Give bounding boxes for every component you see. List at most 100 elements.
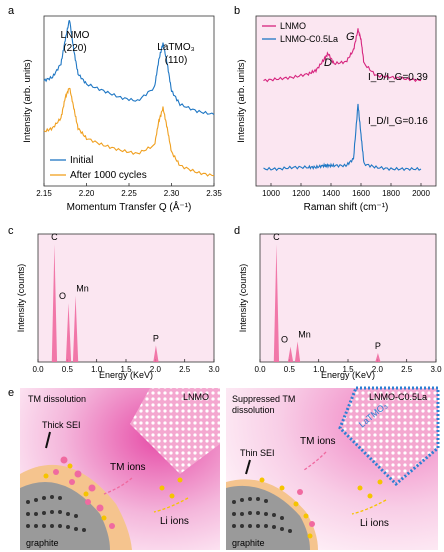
x-tick-label: 1000	[262, 189, 280, 198]
eds-peak-label-p: P	[153, 333, 159, 343]
band-g-label: G	[346, 31, 355, 43]
badge-lnmo-c05la: LNMO-C0.5La	[369, 392, 427, 402]
series-lnmo-line	[263, 28, 422, 83]
tm-ion-dots-left	[53, 456, 115, 529]
panel-e-schematic: e LNMO TM dissolution Thick SEI TM ions …	[8, 386, 440, 550]
panel-letter-c: c	[8, 225, 14, 237]
y-axis-label-b: Intensity (arb. units)	[236, 59, 247, 142]
x-tick-label: 2.5	[401, 365, 413, 374]
eds-peak-p	[375, 353, 381, 362]
arrow-thick-sei	[45, 431, 51, 449]
x-tick-label: 0.0	[254, 365, 266, 374]
label-graphite-left: graphite	[26, 538, 59, 548]
x-axis-label-d: Energy (KeV)	[321, 370, 375, 380]
plot-frame-b	[255, 15, 437, 187]
x-axis-label-c: Energy (KeV)	[99, 370, 153, 380]
label-li-ions-left: Li ions	[160, 516, 189, 527]
eds-peak-label-mn: Mn	[298, 330, 311, 340]
x-axis-label-b: Raman shift (cm⁻¹)	[304, 202, 389, 212]
x-ticks-a: 2.15 2.20 2.25 2.30 2.35	[36, 183, 222, 198]
ratio-lnmo-c05la: I_D/I_G=0.16	[368, 116, 428, 127]
label-thick-sei: Thick SEI	[42, 420, 81, 430]
legend-initial: Initial	[70, 155, 93, 166]
arrow-tm-ions-right	[303, 451, 327, 471]
peak-label-latmo-110: (110)	[165, 55, 188, 66]
x-tick-label: 2.0	[150, 365, 162, 374]
li-ion-dots-right	[259, 477, 383, 539]
x-tick-label: 1.0	[313, 365, 325, 374]
schematic-right: LNMO-C0.5La LaTMO₃ Suppressed TM dissolu…	[226, 386, 440, 550]
title-dissolution: dissolution	[232, 405, 275, 415]
panel-a-xrd-chart: a Intensity (arb. units) Momentum Transf…	[8, 5, 222, 212]
badge-lnmo: LNMO	[183, 392, 209, 402]
eds-peak-label-c: C	[51, 232, 58, 242]
eds-peak-mn	[294, 341, 301, 362]
x-tick-label: 0.5	[62, 365, 74, 374]
series-after-cycles-line	[43, 87, 215, 177]
lnmo-crystal-left	[130, 388, 220, 474]
eds-peak-label-o: O	[59, 291, 66, 301]
lnmo-c05la-crystal	[338, 386, 440, 487]
label-graphite-right: graphite	[232, 538, 265, 548]
peak-label-lnmo-220: (220)	[63, 43, 86, 54]
x-tick-label: 1.5	[120, 365, 132, 374]
x-tick-label: 0.0	[32, 365, 44, 374]
label-li-ions-right: Li ions	[360, 518, 389, 529]
x-tick-label: 3.0	[430, 365, 442, 374]
panel-letter-e: e	[8, 387, 14, 399]
eds-peak-label-mn: Mn	[76, 283, 89, 293]
panel-c-eds-chart: c Intensity (counts) Energy (KeV) 0.0 0.5…	[8, 225, 220, 380]
plot-frame-d	[259, 233, 437, 363]
tm-ion-dots-right	[297, 489, 315, 527]
eds-peaks-d: C O Mn P	[273, 232, 381, 362]
y-axis-label-d: Intensity (counts)	[238, 264, 248, 333]
arrow-tm-ions-left	[103, 477, 133, 495]
graphite-particle-right	[226, 485, 310, 550]
x-tick-label: 2000	[412, 189, 430, 198]
x-tick-label: 2.20	[79, 189, 95, 198]
panel-letter-b: b	[234, 5, 240, 17]
eds-peak-c	[273, 244, 280, 362]
x-tick-label: 1200	[292, 189, 310, 198]
panel-d-eds-chart: d Intensity (counts) Energy (KeV) 0.0 0.5…	[234, 225, 442, 380]
li-ion-dots-left	[43, 463, 183, 521]
label-thin-sei: Thin SEI	[240, 448, 275, 458]
eds-peak-label-c: C	[273, 232, 280, 242]
eds-peak-label-p: P	[375, 341, 381, 351]
title-tm-dissolution: TM dissolution	[28, 394, 86, 404]
x-tick-label: 1.5	[342, 365, 354, 374]
y-axis-label-a: Intensity (arb. units)	[22, 59, 33, 142]
arrow-thin-sei	[245, 459, 251, 475]
band-d-label: D	[324, 57, 332, 69]
peak-label-lnmo: LNMO	[61, 30, 90, 41]
x-tick-label: 2.15	[36, 189, 52, 198]
peak-label-latmo: LaTMO₃	[157, 42, 194, 53]
title-suppressed-tm: Suppressed TM	[232, 394, 295, 404]
y-axis-label-c: Intensity (counts)	[16, 264, 26, 333]
ratio-lnmo: I_D/I_G=0.39	[368, 72, 428, 83]
x-tick-label: 2.30	[164, 189, 180, 198]
eds-peak-o	[287, 346, 294, 362]
x-tick-label: 2.5	[179, 365, 191, 374]
series-lnmo-c05la-line	[263, 103, 422, 172]
graphite-dots-right	[232, 497, 292, 533]
eds-peak-o	[65, 303, 72, 362]
eds-peak-c	[51, 244, 58, 362]
panel-b-raman-chart: b Intensity (arb. units) Raman shift (cm…	[234, 5, 437, 212]
legend-after-cycles: After 1000 cycles	[70, 170, 147, 181]
x-tick-label: 2.35	[206, 189, 222, 198]
x-tick-label: 3.0	[208, 365, 220, 374]
eds-peak-mn	[72, 295, 79, 362]
series-initial-line	[43, 20, 215, 116]
eds-peak-p	[153, 345, 159, 362]
schematic-left: LNMO TM dissolution Thick SEI TM ions Li…	[20, 388, 220, 550]
x-axis-label-a: Momentum Transfer Q (Å⁻¹)	[67, 200, 192, 212]
x-tick-label: 0.5	[284, 365, 296, 374]
x-tick-label: 1400	[322, 189, 340, 198]
x-tick-label: 2.0	[372, 365, 384, 374]
label-tm-ions-left: TM ions	[110, 462, 146, 473]
x-tick-label: 1600	[352, 189, 370, 198]
panel-letter-a: a	[8, 5, 15, 17]
graphite-dots-left	[26, 495, 86, 532]
eds-peak-label-o: O	[281, 335, 288, 345]
